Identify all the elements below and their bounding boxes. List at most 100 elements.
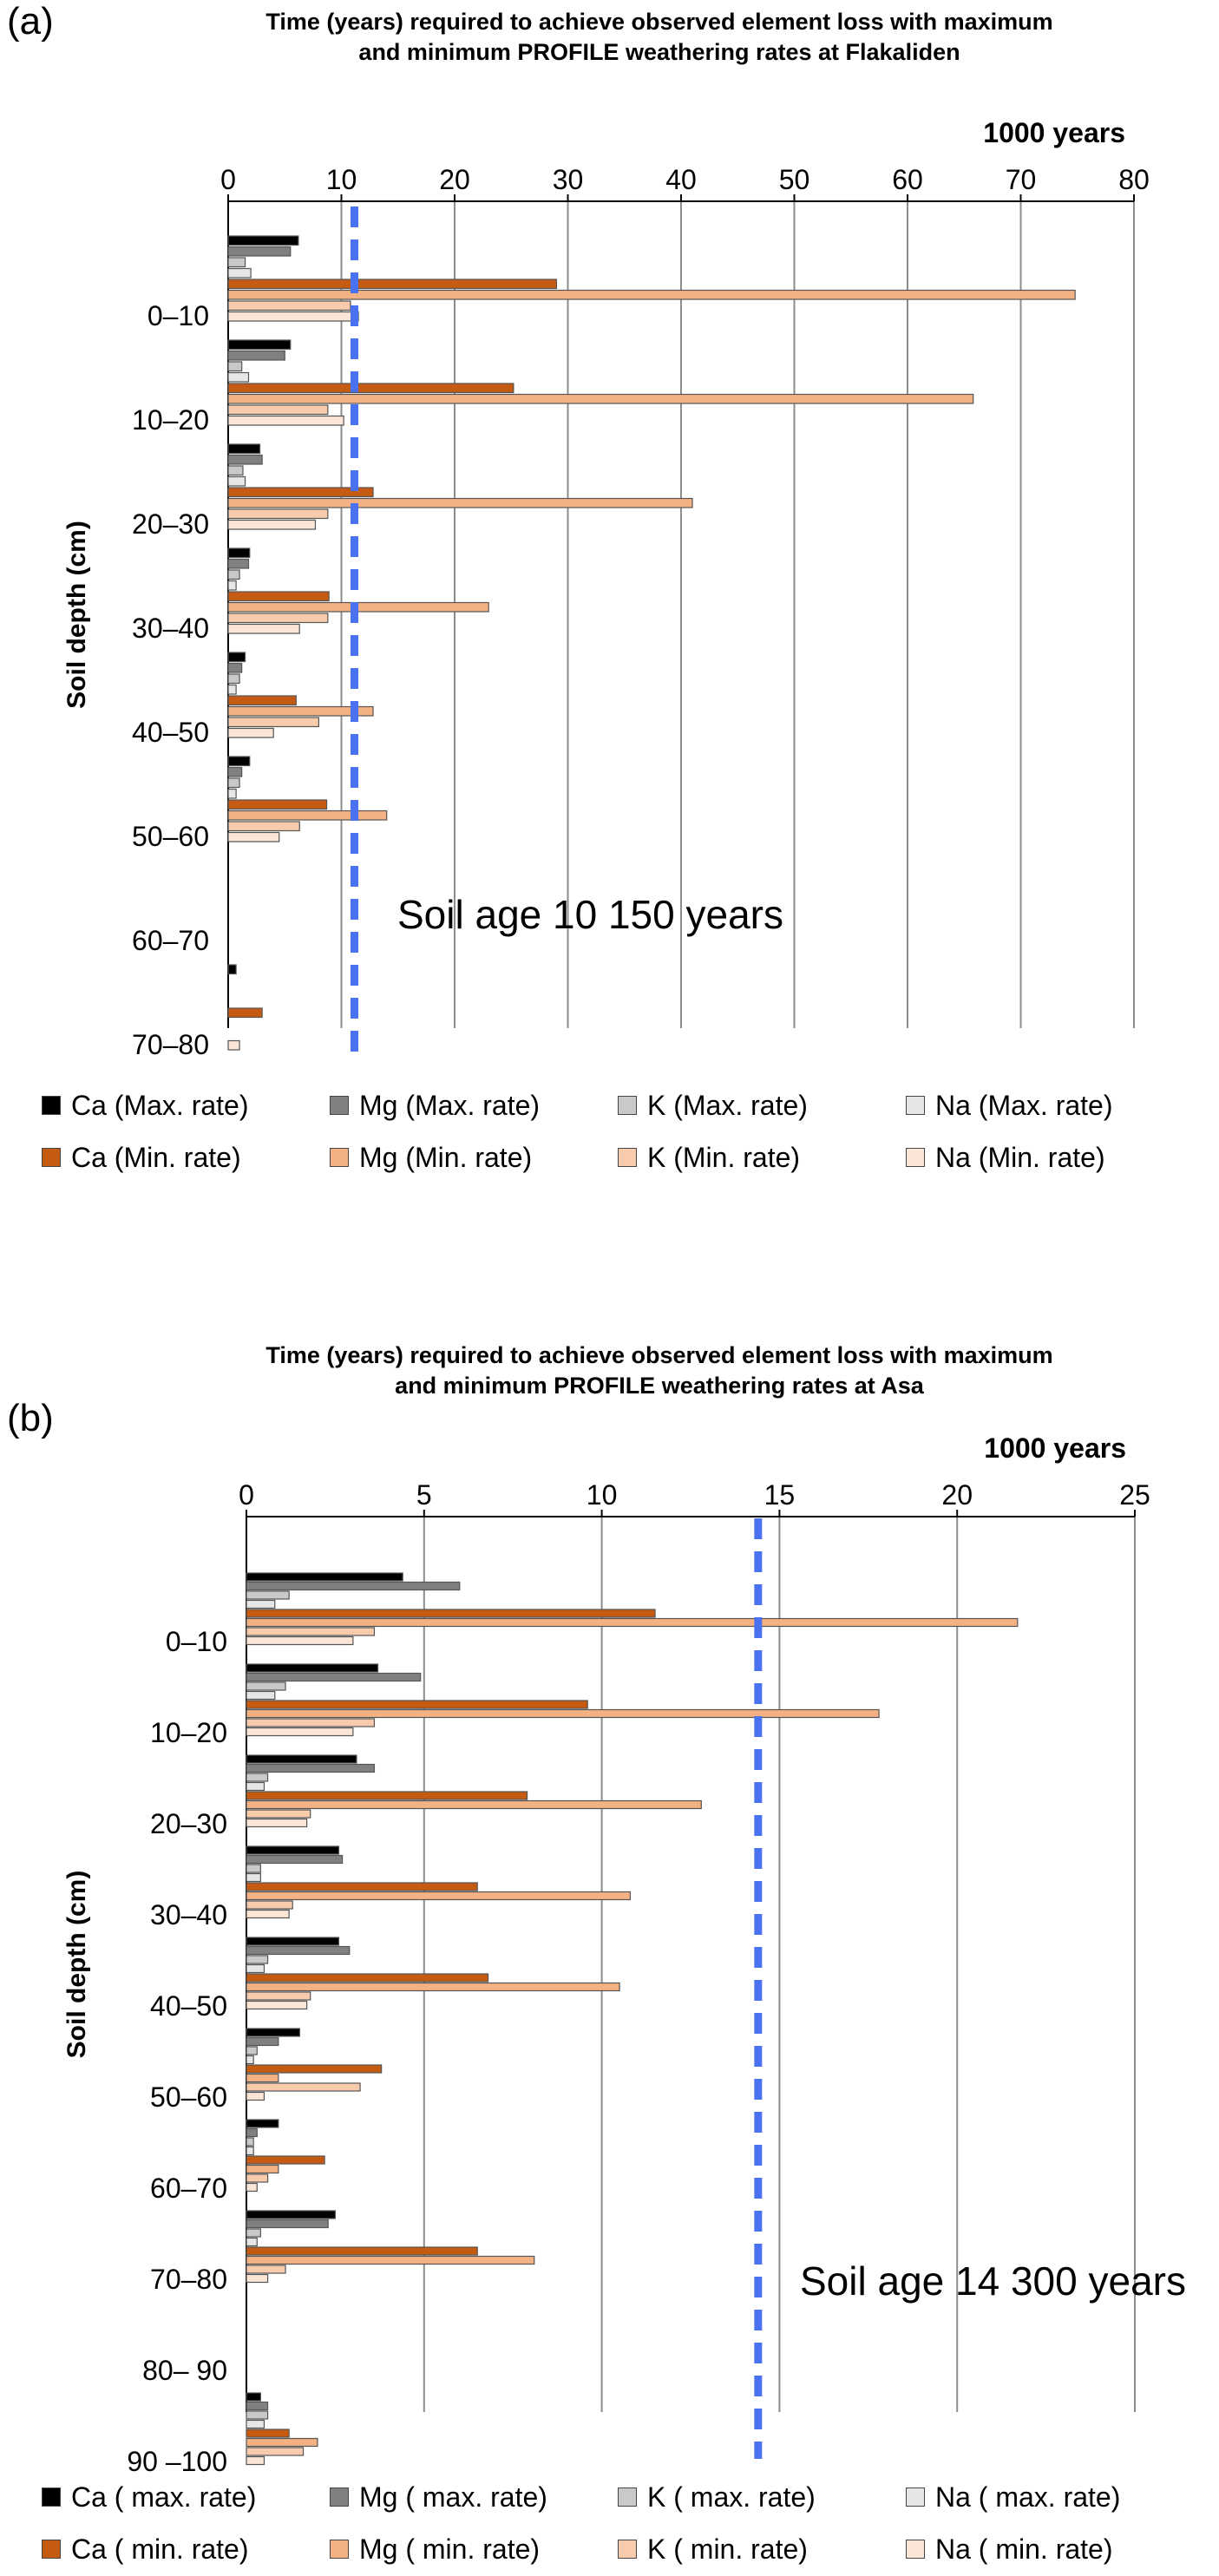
chart-b-bar-2-5 — [246, 2046, 258, 2055]
chart-a-legend-item: Mg (Max. rate) — [330, 1090, 618, 1122]
chart-a-legend-label: K (Min. rate) — [647, 1141, 801, 1173]
chart-a-bar-7-7 — [227, 1039, 240, 1051]
chart-b-legend-row: Ca ( max. rate) Mg ( max. rate) K ( max. r… — [42, 2471, 1196, 2523]
chart-b-bar-2-2 — [246, 1773, 269, 1782]
panel-b-title-line-1: Time (years) required to achieve observe… — [265, 1342, 1053, 1368]
chart-b-bar-3-6 — [246, 2146, 254, 2156]
chart-b-legend-label: K ( min. rate) — [647, 2533, 808, 2565]
chart-a-bar-0-0 — [227, 235, 299, 246]
chart-b-bar-1-7 — [246, 2219, 329, 2229]
chart-b-bar-7-1 — [246, 1727, 354, 1737]
chart-b-bar-0-0 — [246, 1572, 403, 1582]
chart-b-bar-0-1 — [246, 1663, 379, 1673]
chart-a-bar-0-4 — [227, 652, 246, 663]
chart-b-bar-4-6 — [246, 2155, 325, 2165]
chart-a-bar-5-1 — [227, 393, 974, 404]
chart-b-bar-4-2 — [246, 1791, 528, 1800]
chart-a-bar-4-4 — [227, 695, 297, 706]
chart-b-category-label: 60–70 — [150, 2173, 227, 2204]
chart-a-bar-1-4 — [227, 662, 243, 673]
panel-a-title-line-2: and minimum PROFILE weathering rates at … — [358, 39, 960, 66]
chart-a-legend-item: Ca (Max. rate) — [42, 1090, 330, 1122]
chart-b-bar-2-6 — [246, 2137, 254, 2147]
chart-a-bar-1-3 — [227, 558, 250, 569]
chart-b-bar-5-1 — [246, 1708, 880, 1719]
chart-a-bar-7-2 — [227, 519, 317, 530]
chart-b-bar-4-7 — [246, 2246, 478, 2256]
chart-a-bar-5-0 — [227, 289, 1076, 300]
chart-a-bar-3-5 — [227, 788, 237, 799]
chart-a-legend-label: Na (Max. rate) — [935, 1089, 1113, 1121]
chart-b-bar-6-2 — [246, 1809, 311, 1819]
chart-b-bar-2-0 — [246, 1590, 290, 1600]
chart-a-bar-5-3 — [227, 601, 489, 613]
chart-a-legend-swatch — [42, 1096, 61, 1115]
chart-a-bar-7-3 — [227, 623, 300, 634]
chart-a-category-label: 20–30 — [132, 508, 209, 540]
chart-a-category-label: 0–10 — [147, 300, 209, 331]
chart-b-bar-0-2 — [246, 1754, 357, 1764]
chart-a-y-axis-label: Soil depth (cm) — [62, 521, 91, 709]
chart-b-category-label: 40–50 — [150, 1990, 227, 2022]
chart-b-y-axis-label: Soil depth (cm) — [62, 1871, 91, 2059]
chart-a-legend-label: Mg (Max. rate) — [359, 1089, 541, 1121]
chart-a-bar-1-1 — [227, 350, 285, 361]
chart-b-legend-swatch — [618, 2540, 637, 2559]
chart-a-legend-swatch — [330, 1148, 349, 1167]
chart-b-bar-6-5 — [246, 2082, 361, 2092]
chart-b-bar-3-7 — [246, 2237, 258, 2247]
chart-b-bar-4-1 — [246, 1700, 588, 1709]
chart-b-bar-0-6 — [246, 2119, 279, 2128]
chart-b-legend-label: K ( max. rate) — [647, 2481, 816, 2513]
chart-a-bar-3-3 — [227, 580, 237, 591]
chart-a-soil-age-label: Soil age 10 150 years — [397, 892, 783, 937]
chart-a-category-label: 40–50 — [132, 717, 209, 748]
chart-a-bar-2-2 — [227, 465, 244, 476]
panel-b-letter: (b) — [7, 1397, 54, 1439]
chart-b-x-tick-label: 10 — [587, 1479, 618, 1511]
chart-b-category-label: 80– 90 — [142, 2355, 227, 2386]
chart-b-bar-7-6 — [246, 2182, 258, 2193]
chart-a-bar-6-0 — [227, 300, 351, 311]
chart-a-category-label: 50–60 — [132, 821, 209, 852]
chart-b-legend-swatch — [330, 2540, 349, 2559]
chart-b-bar-5-9 — [246, 2437, 318, 2448]
chart-a-x-tick-label: 20 — [439, 164, 470, 195]
chart-b-bar-6-3 — [246, 1900, 293, 1910]
chart-b-category-label: 70–80 — [150, 2264, 227, 2295]
chart-a-bar-6-2 — [227, 508, 329, 520]
chart-a-bar-4-7 — [227, 1007, 263, 1019]
chart-b-bar-5-4 — [246, 1982, 620, 1992]
chart-b-bar-5-3 — [246, 1891, 631, 1901]
chart-a-legend-swatch — [42, 1148, 61, 1167]
chart-a-bar-3-0 — [227, 267, 252, 279]
chart-a-bar-7-5 — [227, 831, 280, 842]
panel-a-letter: (a) — [7, 0, 54, 43]
chart-b-x-tick-label: 5 — [416, 1479, 432, 1511]
chart-b-bar-4-4 — [246, 1973, 489, 1983]
chart-b-bar-2-3 — [246, 1864, 261, 1873]
chart-b-bar-3-5 — [246, 2055, 254, 2065]
chart-a-bar-0-5 — [227, 756, 251, 767]
chart-a-bar-4-5 — [227, 799, 328, 810]
chart-b-bar-7-9 — [246, 2455, 265, 2466]
chart-a-bar-3-4 — [227, 684, 237, 695]
chart-b-legend-swatch — [42, 2488, 61, 2507]
chart-b-bar-6-0 — [246, 1627, 376, 1636]
chart-a-bar-2-4 — [227, 673, 240, 685]
chart-b-legend-swatch — [330, 2488, 349, 2507]
chart-a-legend-item: Na (Max. rate) — [906, 1090, 1194, 1122]
chart-a-bar-2-5 — [227, 777, 240, 789]
chart-b-bar-5-2 — [246, 1799, 702, 1810]
chart-a-x-tick-label: 80 — [1118, 164, 1150, 195]
chart-b-bar-4-0 — [246, 1609, 656, 1618]
chart-a-bar-6-5 — [227, 821, 300, 832]
chart-b-x-tick-label: 25 — [1119, 1479, 1150, 1511]
panel-b-chart: 0 5 10 15 20 25 1000 years Soil depth (cm) 0–10 1… — [62, 1432, 1186, 2477]
chart-a-bar-7-4 — [227, 727, 274, 738]
chart-a-x-tick-label: 30 — [553, 164, 584, 195]
chart-b-bar-0-5 — [246, 2028, 301, 2037]
chart-b-bar-1-4 — [246, 1945, 351, 1956]
chart-a-bar-2-1 — [227, 361, 243, 372]
chart-a-x-axis-label: 1000 years — [983, 117, 1125, 148]
